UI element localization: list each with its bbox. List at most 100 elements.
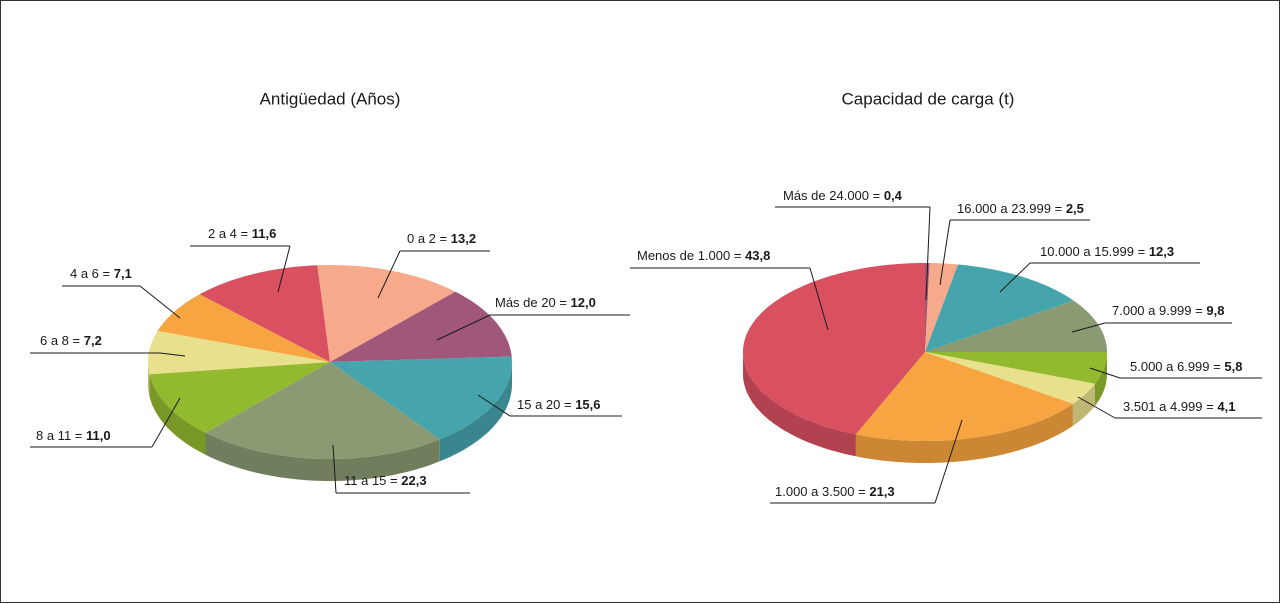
slice-value: 12,0	[571, 295, 596, 310]
slice	[855, 352, 1073, 441]
slice-category: 6 a 8	[40, 333, 69, 348]
slice-side	[743, 352, 856, 457]
slice-category: 0 a 2	[407, 231, 436, 246]
label-separator: =	[1210, 359, 1225, 374]
slice-label: Más de 20 = 12,0	[495, 295, 596, 310]
slice-label: 11 a 15 = 22,3	[344, 473, 427, 488]
slice	[199, 265, 330, 362]
leader-line	[436, 314, 491, 341]
leader-line	[1077, 396, 1116, 419]
slice-value: 21,3	[869, 484, 894, 499]
slice	[157, 294, 330, 362]
leader-line	[159, 352, 186, 357]
slice-value: 11,6	[252, 226, 277, 241]
slice-value: 22,3	[401, 473, 426, 488]
slice-category: 2 a 4	[208, 226, 237, 241]
slice-side	[1072, 383, 1095, 426]
slice	[149, 362, 330, 433]
slice-label: 16.000 a 23.999 = 2,5	[957, 201, 1084, 216]
slice-value: 7,2	[84, 333, 102, 348]
slice	[925, 300, 1107, 352]
leader-line	[151, 397, 181, 448]
leader-line	[1089, 367, 1121, 379]
slice-category: 8 a 11	[36, 428, 71, 443]
slice-label: 1.000 a 3.500 = 21,3	[775, 484, 895, 499]
slice	[925, 352, 1107, 384]
slice-value: 9,8	[1206, 303, 1224, 318]
slice-category: Más de 20	[495, 295, 556, 310]
slice-value: 13,2	[451, 231, 476, 246]
slice	[330, 356, 512, 440]
slice-side	[855, 403, 1073, 463]
label-separator: =	[1203, 399, 1218, 414]
slice-value: 11,0	[86, 428, 111, 443]
slice-side	[149, 374, 206, 455]
slice	[925, 352, 1095, 404]
label-separator: =	[1134, 244, 1149, 259]
label-separator: =	[386, 473, 401, 488]
label-separator: =	[560, 397, 575, 412]
leader-line	[999, 262, 1031, 293]
label-separator: =	[71, 428, 86, 443]
label-separator: =	[1051, 201, 1066, 216]
slice-value: 43,8	[745, 248, 770, 263]
label-separator: =	[556, 295, 571, 310]
slice-label: 8 a 11 = 11,0	[36, 428, 111, 443]
slice-value: 2,5	[1066, 201, 1084, 216]
chart-title: Antigüedad (Años)	[260, 89, 401, 108]
slice	[317, 265, 456, 362]
slice	[330, 291, 512, 362]
slice-label: 3.501 a 4.999 = 4,1	[1123, 399, 1235, 414]
slice-label: 6 a 8 = 7,2	[40, 333, 102, 348]
label-separator: =	[237, 226, 252, 241]
slice-value: 5,8	[1224, 359, 1242, 374]
label-separator: =	[1192, 303, 1207, 318]
slice-category: 3.501 a 4.999	[1123, 399, 1203, 414]
slice-category: 4 a 6	[70, 266, 99, 281]
label-separator: =	[855, 484, 870, 499]
slice-label: 7.000 a 9.999 = 9,8	[1112, 303, 1224, 318]
chart-title: Capacidad de carga (t)	[842, 89, 1015, 108]
leader-line	[377, 250, 401, 299]
label-separator: =	[730, 248, 745, 263]
slice-category: 5.000 a 6.999	[1130, 359, 1210, 374]
slice-label: 15 a 20 = 15,6	[517, 397, 601, 412]
slice	[205, 362, 440, 459]
slice-category: Más de 24.000	[783, 188, 869, 203]
leader-line	[925, 206, 931, 301]
slice-label: 10.000 a 15.999 = 12,3	[1040, 244, 1174, 259]
leader-line	[809, 267, 829, 331]
label-separator: =	[99, 266, 114, 281]
slice	[925, 264, 1074, 352]
slice-side	[148, 362, 150, 397]
slice-category: 7.000 a 9.999	[1112, 303, 1192, 318]
slice	[925, 263, 958, 352]
slice-label: Más de 24.000 = 0,4	[783, 188, 903, 203]
slice-value: 12,3	[1149, 244, 1174, 259]
leader-line	[477, 394, 511, 417]
slice-label: 5.000 a 6.999 = 5,8	[1130, 359, 1242, 374]
slice-category: Menos de 1.000	[637, 248, 730, 263]
slice-side	[205, 432, 440, 481]
slice-value: 15,6	[575, 397, 600, 412]
slice-category: 10.000 a 15.999	[1040, 244, 1134, 259]
label-separator: =	[436, 231, 451, 246]
slice-label: 2 a 4 = 11,6	[208, 226, 276, 241]
slice-category: 16.000 a 23.999	[957, 201, 1051, 216]
leader-line	[934, 419, 963, 504]
label-separator: =	[69, 333, 84, 348]
slice-category: 11 a 15	[344, 473, 386, 488]
leader-line	[139, 285, 181, 319]
slice	[148, 330, 330, 375]
leader-line	[939, 219, 951, 286]
slice-value: 4,1	[1217, 399, 1235, 414]
leader-line	[332, 444, 337, 494]
slice-label: Menos de 1.000 = 43,8	[637, 248, 770, 263]
slice-label: 0 a 2 = 13,2	[407, 231, 476, 246]
slice-category: 1.000 a 3.500	[775, 484, 855, 499]
label-separator: =	[869, 188, 884, 203]
slice-value: 7,1	[114, 266, 132, 281]
slice	[743, 263, 925, 435]
slice-side	[1095, 352, 1107, 406]
